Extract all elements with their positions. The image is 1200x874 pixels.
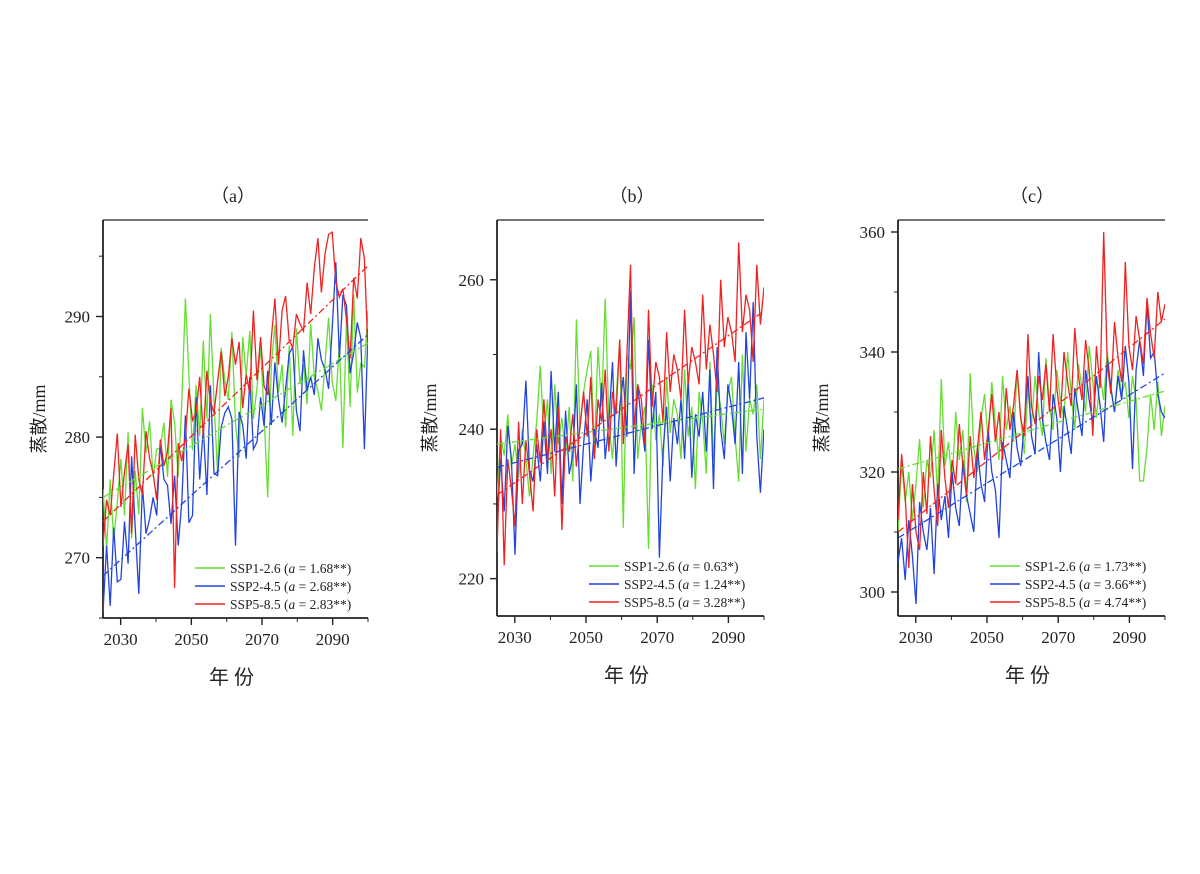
legend-label-prefix: SSP1-2.6 ( bbox=[230, 561, 289, 576]
panel-title: （c） bbox=[1010, 186, 1054, 206]
legend-label: SSP1-2.6 (a = 1.68**) bbox=[230, 561, 351, 576]
series-line-ssp5-8.5 bbox=[898, 231, 1165, 569]
legend-coef-value: = 1.24**) bbox=[689, 577, 745, 592]
y-axis-label: 蒸散/mm bbox=[812, 383, 832, 452]
x-tick-label: 2050 bbox=[569, 628, 603, 647]
trend-line-ssp5-8.5 bbox=[102, 265, 369, 522]
legend-coef-value: = 2.83**) bbox=[295, 597, 351, 612]
legend-label: SSP5-8.5 (a = 4.74**) bbox=[1025, 595, 1146, 610]
legend-coef-symbol: a bbox=[683, 559, 690, 574]
panel-title: （b） bbox=[610, 186, 655, 206]
legend-coef-value: = 2.68**) bbox=[295, 579, 351, 594]
trend-line-ssp2-4.5 bbox=[496, 397, 765, 468]
legend-label-prefix: SSP5-8.5 ( bbox=[624, 595, 683, 610]
x-tick-label: 2090 bbox=[316, 630, 350, 649]
series-line-ssp1-2.6 bbox=[898, 345, 1165, 533]
x-axis-label: 年 份 bbox=[1005, 664, 1050, 687]
legend-label: SSP5-8.5 (a = 3.28**) bbox=[624, 595, 745, 610]
legend-coef-symbol: a bbox=[1084, 595, 1091, 610]
y-tick-label: 270 bbox=[65, 549, 91, 568]
trend-line-ssp1-2.6 bbox=[897, 390, 1166, 470]
y-tick-label: 260 bbox=[459, 271, 485, 290]
legend-label-prefix: SSP2-4.5 ( bbox=[624, 577, 683, 592]
x-tick-label: 2050 bbox=[174, 630, 208, 649]
legend-label-prefix: SSP2-4.5 ( bbox=[1025, 577, 1084, 592]
y-tick-label: 240 bbox=[459, 420, 485, 439]
legend-coef-symbol: a bbox=[683, 595, 690, 610]
series-line-ssp2-4.5 bbox=[898, 303, 1165, 605]
trend-line-ssp5-8.5 bbox=[897, 318, 1166, 533]
y-tick-label: 360 bbox=[860, 223, 886, 242]
legend-coef-symbol: a bbox=[1084, 559, 1091, 574]
x-tick-label: 2030 bbox=[104, 630, 138, 649]
y-tick-label: 300 bbox=[860, 583, 886, 602]
legend-coef-symbol: a bbox=[1084, 577, 1091, 592]
x-tick-label: 2030 bbox=[899, 628, 933, 647]
y-axis-label: 蒸散/mm bbox=[420, 383, 440, 452]
legend-label-prefix: SSP1-2.6 ( bbox=[1025, 559, 1084, 574]
panel-c: （c） 2030 2050 2070 2090 300 320 340 360 蒸散/mm 年 份 S… bbox=[812, 186, 1166, 687]
trend-line-ssp1-2.6 bbox=[102, 342, 369, 498]
series-line-ssp5-8.5 bbox=[103, 230, 368, 588]
legend-label-prefix: SSP1-2.6 ( bbox=[624, 559, 683, 574]
series-line-ssp1-2.6 bbox=[103, 294, 368, 550]
legend-label: SSP1-2.6 (a = 1.73**) bbox=[1025, 559, 1146, 574]
x-tick-label: 2090 bbox=[1112, 628, 1146, 647]
legend-label: SSP1-2.6 (a = 0.63*) bbox=[624, 559, 739, 574]
x-axis-label: 年 份 bbox=[209, 666, 254, 689]
panel-a: （a） 2030 2050 2070 2090 270 280 290 蒸散/mm 年 份 SSP1… bbox=[29, 186, 369, 689]
legend-coef-value: = 4.74**) bbox=[1090, 595, 1146, 610]
trend-line-ssp5-8.5 bbox=[496, 310, 765, 496]
x-tick-label: 2090 bbox=[711, 628, 745, 647]
y-tick-label: 340 bbox=[860, 343, 886, 362]
legend-coef-value: = 1.73**) bbox=[1090, 559, 1146, 574]
x-axis-label: 年 份 bbox=[604, 664, 649, 687]
legend-coef-value: = 1.68**) bbox=[295, 561, 351, 576]
x-tick-label: 2030 bbox=[498, 628, 532, 647]
legend-coef-value: = 3.28**) bbox=[689, 595, 745, 610]
panel-b: （b） 2030 2050 2070 2090 220 240 260 蒸散/mm 年 份 SSP1… bbox=[420, 186, 765, 687]
y-tick-label: 280 bbox=[65, 428, 91, 447]
panel-title: （a） bbox=[211, 186, 255, 206]
legend-label-prefix: SSP5-8.5 ( bbox=[1025, 595, 1084, 610]
x-tick-label: 2070 bbox=[1041, 628, 1075, 647]
legend-coef-value: = 3.66**) bbox=[1090, 577, 1146, 592]
y-tick-label: 290 bbox=[65, 307, 91, 326]
legend-label: SSP2-4.5 (a = 2.68**) bbox=[230, 579, 351, 594]
series-line-ssp5-8.5 bbox=[497, 242, 764, 566]
legend-label: SSP2-4.5 (a = 1.24**) bbox=[624, 577, 745, 592]
legend-coef-symbol: a bbox=[683, 577, 690, 592]
x-tick-label: 2070 bbox=[640, 628, 674, 647]
legend-label: SSP5-8.5 (a = 2.83**) bbox=[230, 597, 351, 612]
y-axis-label: 蒸散/mm bbox=[29, 384, 49, 453]
x-tick-label: 2050 bbox=[970, 628, 1004, 647]
legend-coef-value: = 0.63*) bbox=[689, 559, 738, 574]
legend-label-prefix: SSP2-4.5 ( bbox=[230, 579, 289, 594]
legend-coef-symbol: a bbox=[289, 579, 296, 594]
x-tick-label: 2070 bbox=[245, 630, 279, 649]
y-tick-label: 220 bbox=[459, 570, 485, 589]
legend-coef-symbol: a bbox=[289, 597, 296, 612]
series-line-ssp2-4.5 bbox=[103, 262, 368, 613]
legend-label-prefix: SSP5-8.5 ( bbox=[230, 597, 289, 612]
legend-label: SSP2-4.5 (a = 3.66**) bbox=[1025, 577, 1146, 592]
legend-coef-symbol: a bbox=[289, 561, 296, 576]
trend-line-ssp2-4.5 bbox=[897, 372, 1166, 539]
y-tick-label: 320 bbox=[860, 463, 886, 482]
